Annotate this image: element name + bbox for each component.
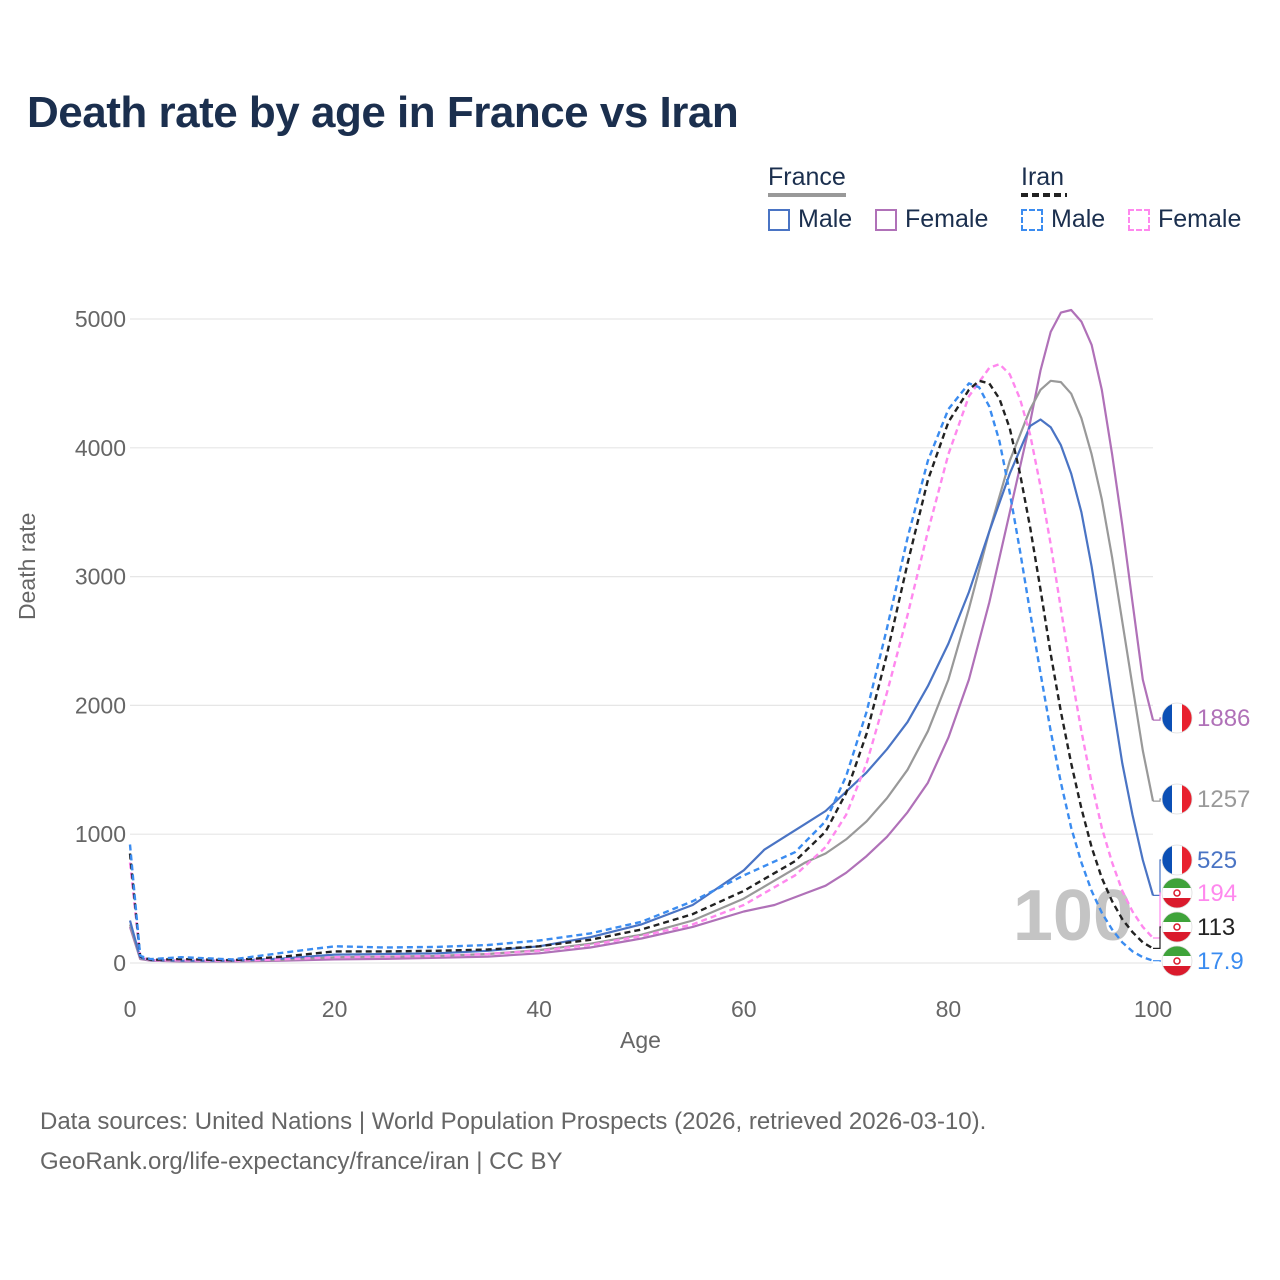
end-label-connector	[1153, 798, 1161, 802]
x-ticks: 0 20 40 60 80 100	[124, 996, 1173, 1022]
x-tick-label: 80	[936, 996, 962, 1022]
x-tick-label: 0	[124, 996, 137, 1022]
footer-attribution[interactable]: GeoRank.org/life-expectancy/france/iran …	[40, 1148, 563, 1175]
y-tick-label: 0	[113, 950, 126, 976]
iran-flag-icon	[1161, 945, 1193, 977]
iran-flag-icon	[1161, 911, 1193, 943]
end-value-label: 17.9	[1197, 948, 1244, 975]
legend-group-france-title: France	[768, 163, 846, 191]
legend-swatch-iran-male	[1021, 208, 1043, 231]
end-value-label: 1257	[1197, 786, 1250, 813]
grid	[130, 318, 1153, 964]
x-tick-label: 20	[322, 996, 348, 1022]
footer-sources: Data sources: United Nations | World Pop…	[40, 1108, 987, 1135]
france-flag-icon	[1161, 783, 1193, 815]
series-line-iran-female[interactable]	[128, 362, 1154, 962]
legend-swatch-france-male	[768, 208, 790, 231]
series-line-iran-both[interactable]	[128, 379, 1154, 962]
legend-item-france-male[interactable]: Male	[768, 205, 852, 234]
iran-flag-icon	[1161, 877, 1193, 909]
legend-item-iran-male[interactable]: Male	[1021, 205, 1105, 234]
y-tick-label: 4000	[75, 435, 126, 461]
y-tick-label: 5000	[75, 306, 126, 332]
y-tick-label: 3000	[75, 564, 126, 590]
france-flag-icon	[1161, 702, 1193, 734]
legend-item-france-female[interactable]: Female	[875, 205, 988, 234]
legend-label-france-female: Female	[905, 205, 989, 233]
legend-group-iran-underline	[1021, 193, 1067, 197]
end-value-label: 113	[1197, 914, 1235, 941]
end-value-label: 194	[1197, 880, 1237, 907]
x-axis-label: Age	[620, 1027, 661, 1053]
france-flag-icon	[1161, 844, 1193, 876]
legend-item-iran-female[interactable]: Female	[1128, 205, 1241, 234]
x-tick-label: 40	[526, 996, 552, 1022]
year-watermark: 100	[1013, 876, 1133, 956]
legend-label-iran-male: Male	[1051, 205, 1106, 233]
y-tick-label: 1000	[75, 821, 126, 847]
series-line-france-both[interactable]	[128, 379, 1155, 963]
end-labels: 1886 1257 525 194 113 17.9	[1153, 702, 1250, 977]
y-ticks: 0 1000 2000 3000 4000 5000	[75, 306, 126, 976]
legend-label-france-male: Male	[798, 205, 853, 233]
end-value-label: 1886	[1197, 705, 1250, 732]
series-line-france-female[interactable]	[128, 308, 1155, 963]
end-value-label: 525	[1197, 847, 1237, 874]
end-label-connector	[1153, 926, 1161, 949]
legend-swatch-iran-female	[1128, 208, 1150, 231]
x-tick-label: 60	[731, 996, 757, 1022]
end-label-connector	[1153, 717, 1161, 721]
series-line-iran-male[interactable]	[128, 382, 1154, 962]
y-tick-label: 2000	[75, 692, 126, 718]
x-tick-label: 100	[1134, 996, 1172, 1022]
legend-group-france-underline	[768, 193, 846, 197]
end-label-connector	[1153, 892, 1161, 939]
legend-swatch-france-female	[875, 208, 897, 231]
legend-group-iran-title: Iran	[1021, 163, 1065, 191]
legend-label-iran-female: Female	[1158, 205, 1242, 233]
end-label-connector	[1153, 859, 1161, 896]
series-lines	[128, 308, 1155, 963]
chart-title: Death rate by age in France vs Iran	[27, 88, 739, 137]
series-line-france-male[interactable]	[128, 418, 1155, 962]
